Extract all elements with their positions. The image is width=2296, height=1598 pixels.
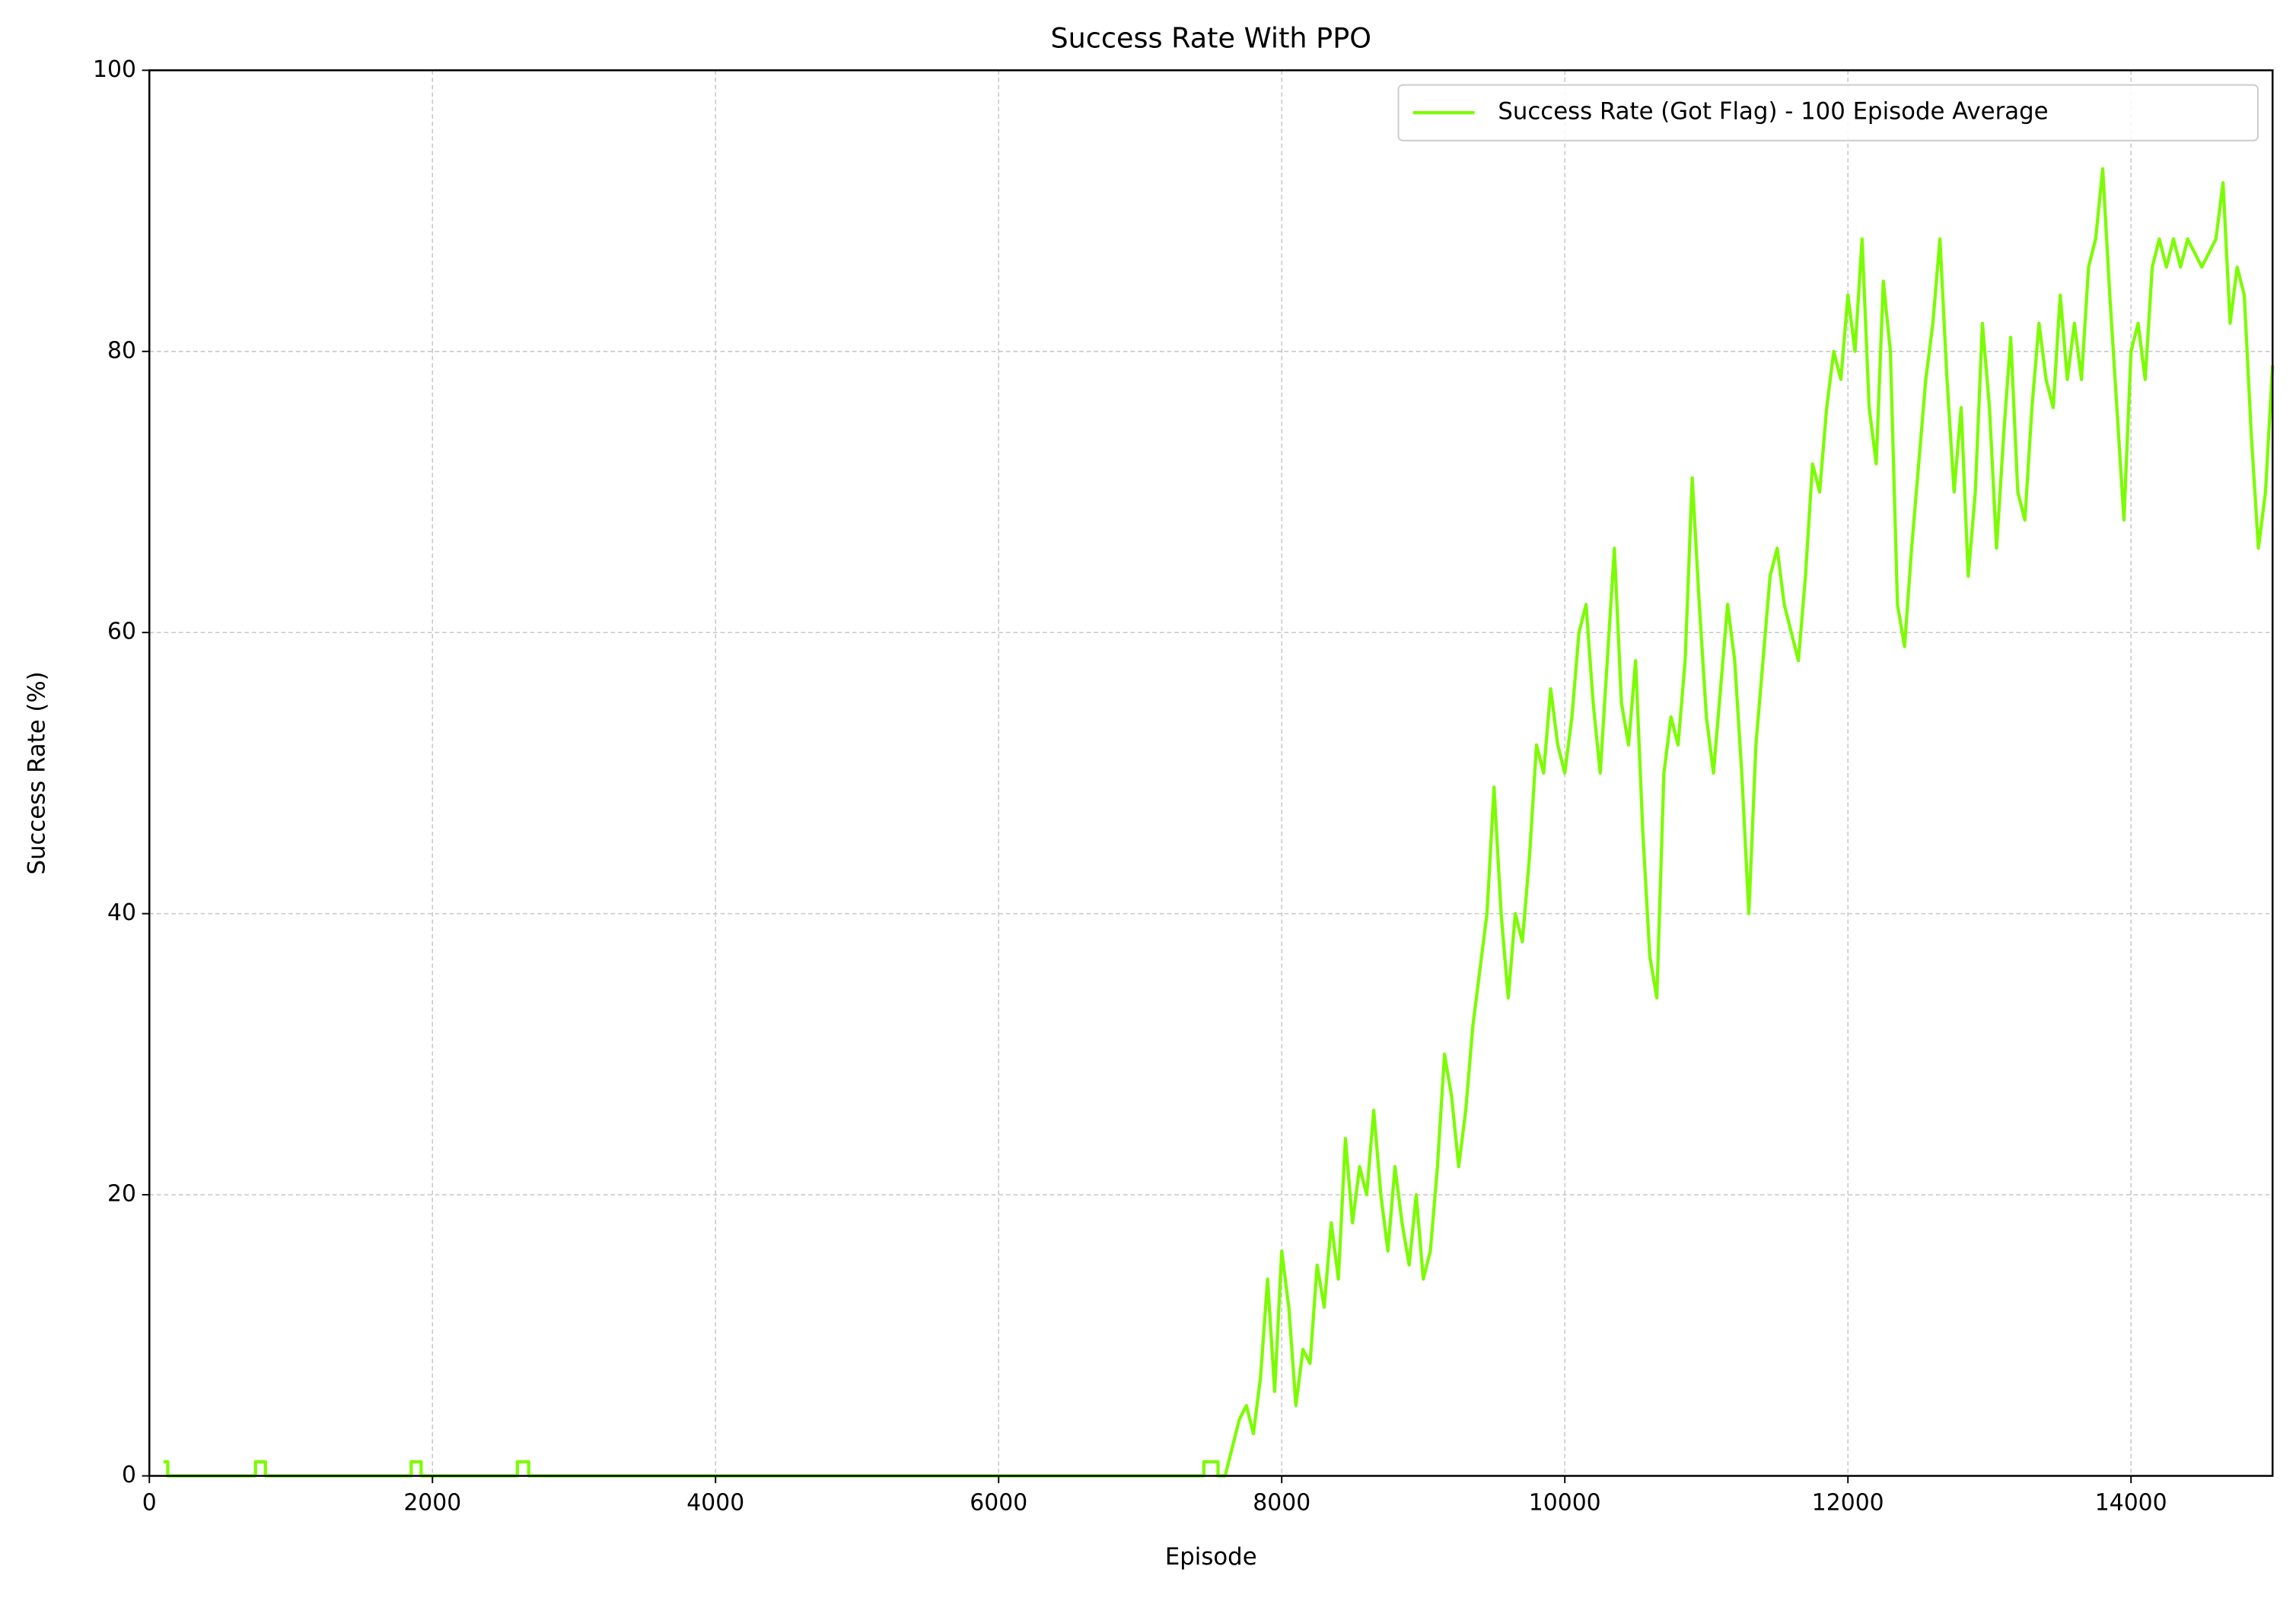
legend-label: Success Rate (Got Flag) - 100 Episode Av… — [1498, 98, 2048, 126]
x-axis-label: Episode — [1165, 1543, 1257, 1571]
ticks: 0 2000 4000 6000 8000 10000 12000 14000 0 20 40 60 8… — [93, 56, 2167, 1517]
y-tick-label: 20 — [107, 1181, 136, 1208]
x-tick-label: 14000 — [2095, 1490, 2167, 1517]
x-tick-label: 10000 — [1529, 1490, 1601, 1517]
legend: Success Rate (Got Flag) - 100 Episode Av… — [1397, 84, 2259, 142]
x-tick-label: 0 — [142, 1490, 157, 1517]
x-tick-label: 6000 — [970, 1490, 1027, 1517]
plot-area — [163, 167, 2275, 1478]
y-tick-label: 80 — [107, 337, 136, 364]
x-tick-label: 4000 — [686, 1490, 744, 1517]
y-tick-label: 40 — [107, 899, 136, 926]
x-tick-label: 2000 — [403, 1490, 461, 1517]
chart-title: Success Rate With PPO — [1050, 21, 1371, 54]
y-tick-label: 60 — [107, 619, 136, 645]
axes-frame — [148, 69, 2274, 1477]
x-tick-label: 8000 — [1253, 1490, 1310, 1517]
legend-box — [1397, 84, 2259, 142]
x-tick-label: 12000 — [1812, 1490, 1884, 1517]
data-line — [163, 167, 2275, 1478]
y-tick-label: 100 — [93, 56, 136, 83]
y-tick-label: 0 — [122, 1462, 136, 1488]
y-axis-label: Success Rate (%) — [24, 671, 51, 874]
